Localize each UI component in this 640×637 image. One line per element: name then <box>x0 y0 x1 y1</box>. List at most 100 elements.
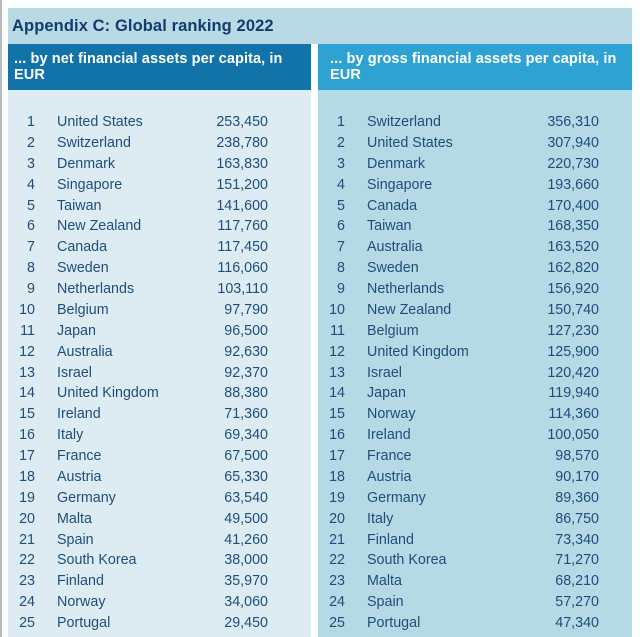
rank-cell: 6 <box>27 218 35 235</box>
table-row: 7 Australia 163,520 <box>318 237 599 258</box>
value-cell: 127,230 <box>547 322 599 339</box>
table-row: 1 Switzerland 356,310 <box>318 112 599 133</box>
country-cell: Germany <box>57 489 116 506</box>
rank-cell: 12 <box>19 343 35 360</box>
rank-cell: 25 <box>329 615 345 631</box>
table-row: 9 Netherlands 156,920 <box>318 279 599 300</box>
country-cell: Israel <box>367 364 402 381</box>
country-cell: Singapore <box>57 176 123 193</box>
table-row: 13 Israel 120,420 <box>318 363 599 384</box>
table-row: 16 Ireland 100,050 <box>318 425 599 446</box>
table-row: 15 Norway 114,360 <box>318 404 599 425</box>
country-cell: Finland <box>57 573 104 590</box>
value-cell: 92,370 <box>224 364 268 381</box>
net-assets-table-body: 1 United States 253,450 2 Switzerland 238,780… <box>8 90 311 637</box>
country-cell: Taiwan <box>367 218 412 235</box>
country-cell: New Zealand <box>367 301 452 318</box>
value-cell: 73,340 <box>555 531 599 548</box>
country-cell: France <box>367 448 412 464</box>
value-cell: 67,500 <box>224 448 268 464</box>
value-cell: 114,360 <box>548 406 599 423</box>
rank-cell: 22 <box>19 552 35 569</box>
table-row: 18 Austria 65,330 <box>8 467 268 488</box>
rank-cell: 3 <box>337 155 345 172</box>
country-cell: United States <box>367 134 453 151</box>
value-cell: 38,000 <box>224 552 268 569</box>
country-cell: Portugal <box>57 615 111 631</box>
country-cell: Canada <box>57 239 108 256</box>
rank-cell: 19 <box>329 489 345 506</box>
table-row: 24 Spain 57,270 <box>318 592 599 613</box>
value-cell: 35,970 <box>224 573 268 590</box>
country-cell: Malta <box>57 510 92 527</box>
country-cell: Belgium <box>57 301 109 318</box>
rank-cell: 1 <box>337 114 345 130</box>
value-cell: 163,830 <box>216 155 268 172</box>
country-cell: Singapore <box>367 176 433 193</box>
country-cell: Finland <box>367 531 414 548</box>
gross-assets-table-header: ... by gross financial assets per capita… <box>318 44 632 90</box>
country-cell: Germany <box>367 489 426 506</box>
table-row: 17 France 67,500 <box>8 446 268 467</box>
table-row: 17 France 98,570 <box>318 446 599 467</box>
table-row: 2 Switzerland 238,780 <box>8 133 268 154</box>
value-cell: 356,310 <box>547 114 599 130</box>
value-cell: 253,450 <box>216 114 268 130</box>
rank-cell: 16 <box>329 427 345 444</box>
table-row: 16 Italy 69,340 <box>8 425 268 446</box>
value-cell: 103,110 <box>217 281 268 297</box>
table-row: 12 Australia 92,630 <box>8 342 268 363</box>
gross-assets-table: ... by gross financial assets per capita… <box>318 44 632 637</box>
value-cell: 100,050 <box>547 427 599 444</box>
value-cell: 71,360 <box>224 406 268 423</box>
value-cell: 150,740 <box>547 301 599 318</box>
value-cell: 65,330 <box>224 468 268 485</box>
value-cell: 117,450 <box>217 239 268 256</box>
rank-cell: 23 <box>329 573 345 590</box>
country-cell: Malta <box>367 573 402 590</box>
table-row: 5 Taiwan 141,600 <box>8 196 268 217</box>
table-row: 21 Spain 41,260 <box>8 530 268 551</box>
table-row: 10 New Zealand 150,740 <box>318 300 599 321</box>
rank-cell: 15 <box>19 406 35 423</box>
country-cell: Austria <box>367 468 412 485</box>
country-cell: Denmark <box>57 155 115 172</box>
value-cell: 168,350 <box>547 218 599 235</box>
table-row: 4 Singapore 193,660 <box>318 175 599 196</box>
value-cell: 120,420 <box>547 364 599 381</box>
country-cell: Australia <box>57 343 113 360</box>
country-cell: New Zealand <box>57 218 142 235</box>
country-cell: Spain <box>367 594 404 611</box>
table-row: 10 Belgium 97,790 <box>8 300 268 321</box>
value-cell: 307,940 <box>547 134 599 151</box>
value-cell: 34,060 <box>224 594 268 611</box>
table-row: 8 Sweden 116,060 <box>8 258 268 279</box>
table-row: 6 Taiwan 168,350 <box>318 216 599 237</box>
rank-cell: 22 <box>329 552 345 569</box>
country-cell: Belgium <box>367 322 419 339</box>
gross-assets-table-body: 1 Switzerland 356,310 2 United States 307,940… <box>318 90 632 637</box>
table-row: 23 Finland 35,970 <box>8 571 268 592</box>
rank-cell: 10 <box>19 301 35 318</box>
country-cell: Sweden <box>367 260 419 277</box>
country-cell: France <box>57 448 102 464</box>
value-cell: 141,600 <box>216 197 268 214</box>
rank-cell: 24 <box>329 594 345 611</box>
page-title: Appendix C: Global ranking 2022 <box>12 16 274 35</box>
rank-cell: 2 <box>337 134 345 151</box>
value-cell: 98,570 <box>555 448 599 464</box>
country-cell: United States <box>57 114 143 130</box>
rank-cell: 8 <box>337 260 345 277</box>
value-cell: 86,750 <box>555 510 599 527</box>
value-cell: 162,820 <box>547 260 599 277</box>
table-row: 19 Germany 63,540 <box>8 488 268 509</box>
table-row: 4 Singapore 151,200 <box>8 175 268 196</box>
country-cell: Netherlands <box>367 281 445 297</box>
rank-cell: 23 <box>19 573 35 590</box>
rank-cell: 21 <box>329 531 345 548</box>
table-row: 6 New Zealand 117,760 <box>8 216 268 237</box>
value-cell: 29,450 <box>224 615 268 631</box>
value-cell: 69,340 <box>224 427 268 444</box>
value-cell: 151,200 <box>216 176 268 193</box>
table-row: 25 Portugal 29,450 <box>8 613 268 634</box>
